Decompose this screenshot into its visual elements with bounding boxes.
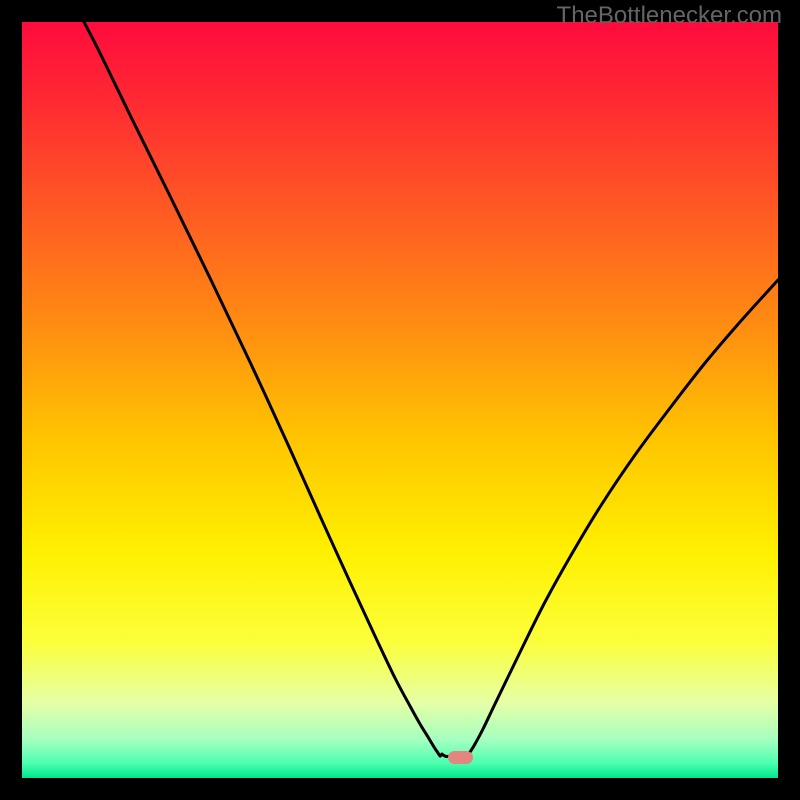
chart-stage: TheBottlenecker.com bbox=[0, 0, 800, 800]
curve-path bbox=[84, 22, 778, 757]
plot-area bbox=[22, 22, 778, 778]
watermark-text: TheBottlenecker.com bbox=[557, 2, 782, 30]
bottleneck-curve bbox=[22, 22, 778, 778]
optimum-marker bbox=[448, 751, 473, 764]
